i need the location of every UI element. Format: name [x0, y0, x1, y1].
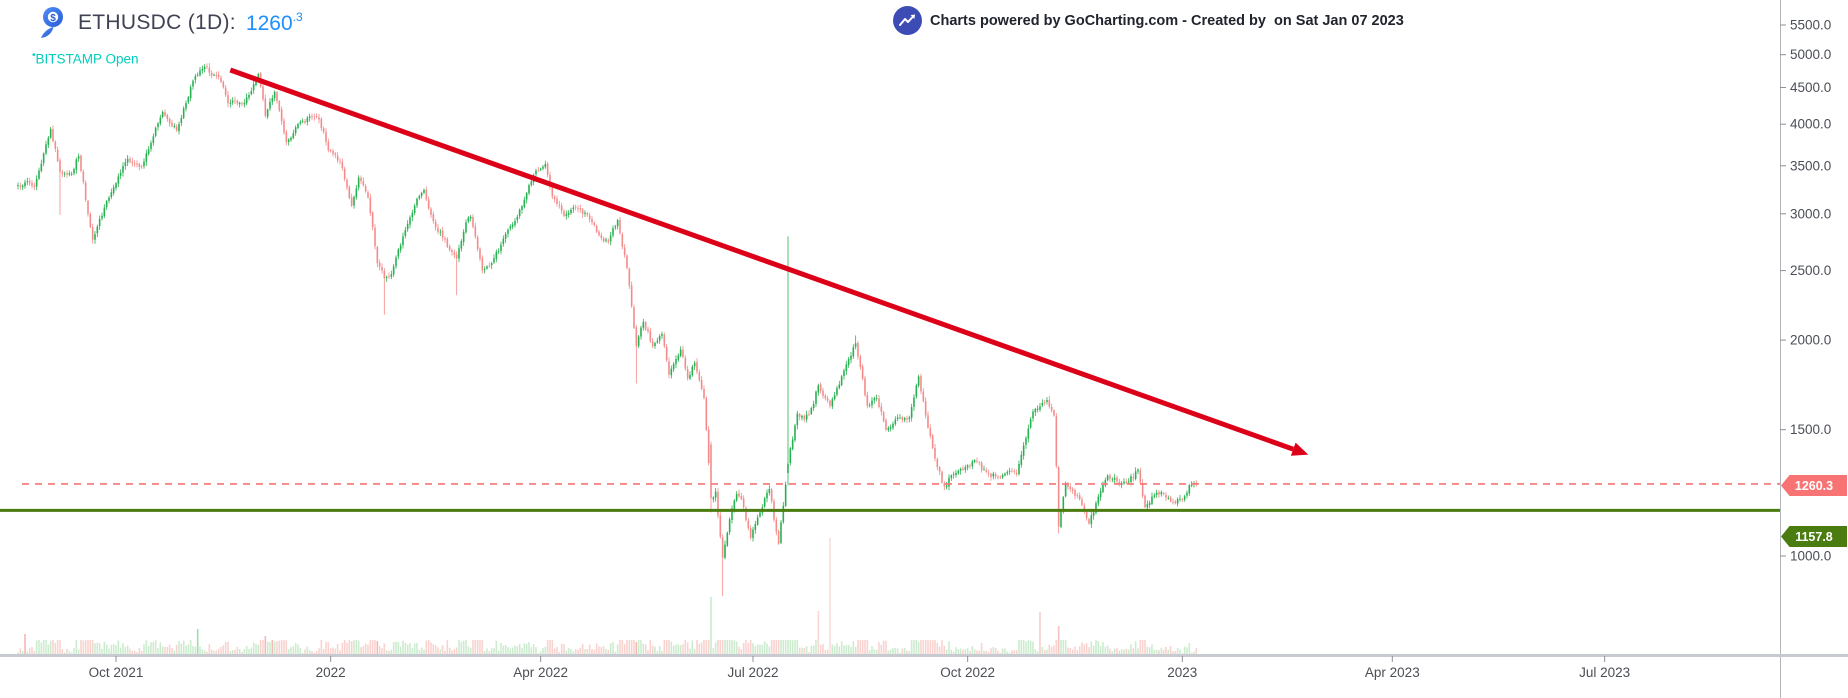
volume-pane [17, 538, 1198, 656]
time-tick-label: Oct 2022 [940, 665, 995, 680]
last-price-badge: 1260.3 [1781, 475, 1847, 496]
symbol-header: $ ETHUSDC (1D): 1260.3 [36, 6, 303, 40]
symbol-title: ETHUSDC (1D): [78, 11, 236, 34]
support-price-badge: 1157.8 [1781, 526, 1847, 547]
price-tick-label: 1000.0 [1790, 549, 1831, 564]
price-levels [0, 483, 1780, 512]
time-tick-label: 2022 [316, 665, 346, 680]
time-tick-label: Oct 2021 [89, 665, 144, 680]
credit-text: Charts powered by GoCharting.com - Creat… [930, 12, 1404, 29]
time-tick-label: Jul 2023 [1579, 665, 1630, 680]
svg-text:$: $ [50, 13, 56, 24]
price-axis-line [1780, 0, 1781, 698]
time-axis-line [0, 654, 1848, 657]
time-tick-label: Apr 2023 [1365, 665, 1420, 680]
gocharting-logo: $ [36, 6, 68, 40]
trendline-annotation[interactable] [229, 67, 1309, 456]
exchange-status: •BITSTAMP Open [32, 50, 139, 67]
price-tick-label: 4500.0 [1790, 80, 1831, 95]
price-tick-label: 3500.0 [1790, 158, 1831, 173]
status-dot: • [32, 50, 36, 61]
price-tick-label: 3000.0 [1790, 206, 1831, 221]
last-price-value: 1260.3 [245, 9, 303, 35]
branding-credit: Charts powered by GoCharting.com - Creat… [893, 6, 1404, 35]
price-tick-label: 5500.0 [1790, 18, 1831, 33]
trending-up-icon [893, 6, 922, 35]
price-tick-label: 2500.0 [1790, 263, 1831, 278]
arrowhead [1290, 442, 1309, 456]
price-tick-label: 2000.0 [1790, 333, 1831, 348]
price-tick-label: 4000.0 [1790, 117, 1831, 132]
time-tick-label: 2023 [1167, 665, 1197, 680]
time-tick-label: Apr 2022 [513, 665, 568, 680]
time-tick-label: Jul 2022 [727, 665, 778, 680]
price-tick-label: 1500.0 [1790, 422, 1831, 437]
candlestick-series [17, 63, 1198, 596]
price-tick-label: 5000.0 [1790, 47, 1831, 62]
downtrend-line [229, 67, 1295, 452]
